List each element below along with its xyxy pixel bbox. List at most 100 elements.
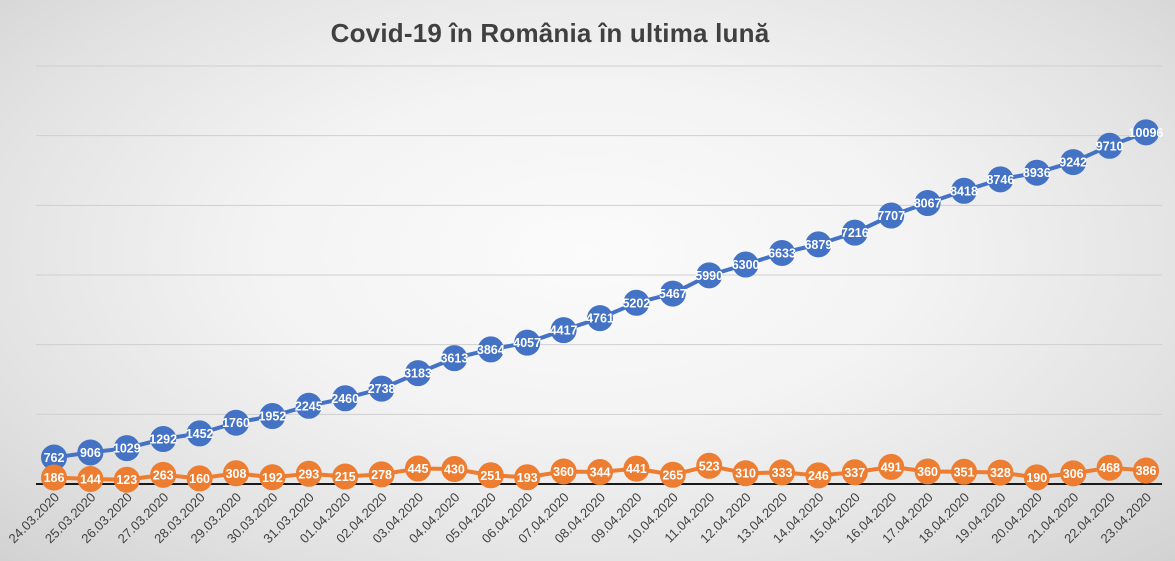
data-label: 386 [1136, 464, 1157, 478]
data-point [587, 305, 613, 332]
data-point [659, 280, 686, 307]
data-label: 762 [44, 451, 65, 465]
data-label: 4417 [550, 324, 578, 338]
data-point [914, 458, 941, 485]
data-label: 360 [553, 465, 574, 479]
data-label: 1292 [149, 432, 177, 446]
data-label: 1029 [113, 442, 141, 456]
data-point [113, 466, 140, 493]
data-point [1023, 464, 1050, 491]
data-label: 3613 [440, 352, 468, 366]
data-label: 2738 [368, 382, 396, 396]
data-point [150, 425, 177, 452]
data-point [696, 452, 723, 479]
data-point [186, 420, 213, 447]
data-point [659, 461, 686, 488]
series-line [53, 130, 1147, 460]
data-label: 4761 [586, 312, 614, 326]
data-label: 186 [44, 471, 65, 485]
data-point [769, 459, 795, 486]
data-label: 8936 [1023, 166, 1051, 180]
data-label: 1452 [186, 427, 214, 441]
data-label: 6879 [804, 238, 832, 252]
data-label: 2245 [295, 399, 323, 413]
data-point [732, 251, 759, 278]
data-point [623, 455, 650, 482]
data-label: 246 [808, 469, 829, 483]
data-point [295, 392, 322, 419]
data-label: 308 [226, 467, 247, 481]
data-label: 5467 [659, 287, 687, 301]
data-label: 278 [371, 468, 392, 482]
data-point [1096, 132, 1123, 159]
data-label: 6300 [732, 258, 760, 272]
data-point [223, 460, 249, 487]
data-label: 293 [298, 467, 319, 481]
data-label: 4057 [513, 336, 541, 350]
data-label: 310 [735, 467, 756, 481]
data-point [550, 317, 577, 344]
data-label: 5202 [622, 296, 650, 310]
data-label: 2460 [331, 392, 359, 406]
data-point [623, 289, 650, 316]
data-point [405, 455, 431, 482]
data-point [514, 329, 541, 356]
data-point [1133, 119, 1159, 146]
data-label: 190 [1026, 471, 1047, 485]
data-label: 7216 [841, 226, 869, 240]
data-label: 9710 [1096, 139, 1124, 153]
data-point [951, 458, 977, 485]
data-point [514, 464, 541, 491]
data-label: 3183 [404, 367, 432, 381]
data-label: 144 [80, 472, 101, 486]
data-label: 10096 [1129, 126, 1164, 140]
data-label: 7707 [877, 209, 905, 223]
data-point [368, 375, 395, 402]
data-label: 333 [772, 466, 793, 480]
data-point [841, 219, 868, 246]
data-point [441, 345, 468, 372]
data-point [332, 463, 359, 490]
data-point [732, 460, 759, 487]
data-point [951, 177, 977, 204]
data-label: 193 [517, 471, 538, 485]
data-point [332, 385, 359, 412]
data-point [150, 461, 177, 488]
data-label: 3864 [477, 343, 505, 357]
data-label: 445 [408, 462, 429, 476]
data-point [1060, 149, 1087, 176]
data-label: 344 [590, 466, 611, 480]
data-point [1023, 159, 1050, 186]
data-point [987, 459, 1014, 486]
data-label: 328 [990, 466, 1011, 480]
data-label: 441 [626, 462, 647, 476]
data-point [223, 409, 249, 436]
data-label: 906 [80, 446, 101, 460]
data-label: 468 [1099, 461, 1120, 475]
data-label: 265 [662, 468, 683, 482]
data-label: 8746 [986, 173, 1014, 187]
data-label: 123 [116, 473, 137, 487]
data-point [295, 460, 322, 487]
data-point [41, 464, 67, 491]
data-point [477, 336, 504, 363]
data-point [987, 166, 1014, 193]
data-label: 6633 [768, 246, 796, 260]
data-label: 9242 [1059, 156, 1087, 170]
data-point [587, 459, 613, 486]
data-point [405, 360, 431, 387]
chart-title: Covid-19 în România în ultima lună [330, 18, 770, 48]
data-point [113, 435, 140, 462]
data-point [77, 439, 104, 466]
data-point [696, 262, 723, 289]
data-label: 351 [954, 465, 975, 479]
data-label: 263 [153, 468, 174, 482]
data-label: 306 [1063, 467, 1084, 481]
data-label: 491 [881, 460, 902, 474]
data-label: 337 [844, 466, 865, 480]
data-label: 360 [917, 465, 938, 479]
data-label: 251 [480, 469, 501, 483]
data-point [186, 465, 213, 492]
data-point [259, 464, 286, 491]
